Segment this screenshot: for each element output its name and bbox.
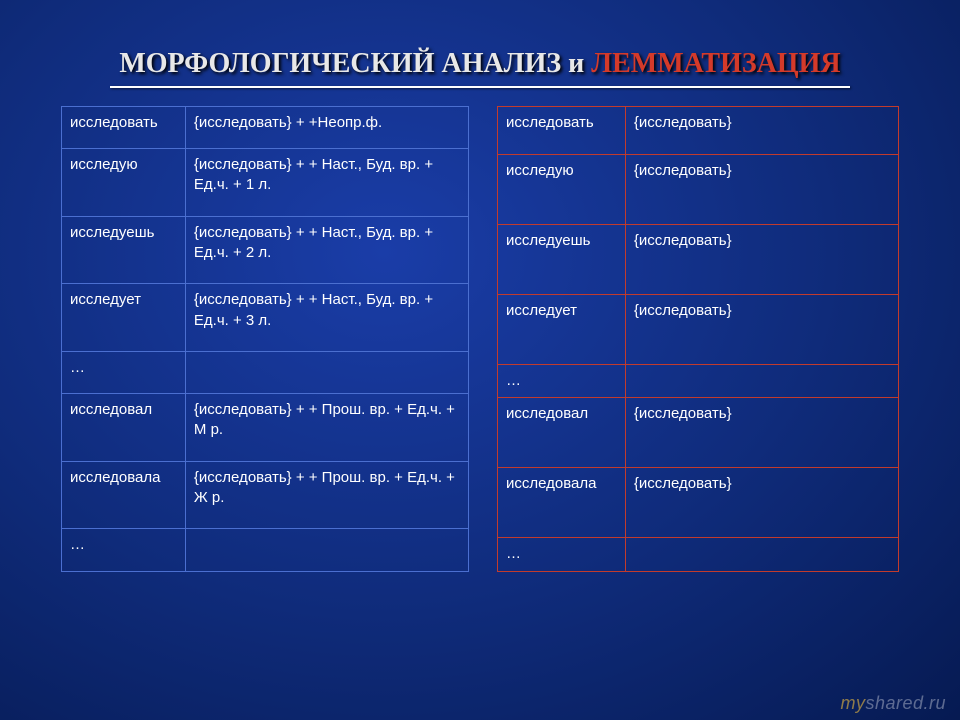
table-row: исследуешь{исследовать} + + Наст., Буд. … — [62, 216, 469, 284]
cell-lemma — [625, 365, 898, 398]
cell-word: исследуешь — [62, 216, 186, 284]
table-row: … — [498, 365, 899, 398]
cell-lemma: {исследовать} — [625, 107, 898, 155]
table-row: исследовать{исследовать} — [498, 107, 899, 155]
table-row: исследовала{исследовать} — [498, 468, 899, 538]
cell-word: исследую — [498, 155, 626, 225]
table-row: исследует{исследовать} — [498, 295, 899, 365]
slide-title: МОРФОЛОГИЧЕСКИЙ АНАЛИЗ и ЛЕММАТИЗАЦИЯ — [56, 48, 904, 80]
cell-word: исследовать — [62, 107, 186, 149]
morph-analysis-table: исследовать{исследовать} + +Неопр.ф. исс… — [61, 106, 469, 572]
cell-word: исследовать — [498, 107, 626, 155]
cell-word: исследуешь — [498, 225, 626, 295]
cell-analysis — [185, 352, 468, 394]
table-row: исследовала{исследовать} + + Прош. вр. +… — [62, 461, 469, 529]
cell-word: … — [498, 365, 626, 398]
title-part1: МОРФОЛОГИЧЕСКИЙ АНАЛИЗ и — [119, 48, 591, 79]
cell-word: исследует — [498, 295, 626, 365]
cell-lemma: {исследовать} — [625, 155, 898, 225]
morph-tbody: исследовать{исследовать} + +Неопр.ф. исс… — [62, 107, 469, 572]
cell-lemma: {исследовать} — [625, 225, 898, 295]
table-row: исследовал{исследовать} + + Прош. вр. + … — [62, 394, 469, 462]
watermark-prefix: my — [840, 693, 865, 713]
slide: МОРФОЛОГИЧЕСКИЙ АНАЛИЗ и ЛЕММАТИЗАЦИЯ ис… — [0, 0, 960, 592]
cell-lemma — [625, 538, 898, 571]
cell-word: исследует — [62, 284, 186, 352]
tables-wrap: исследовать{исследовать} + +Неопр.ф. исс… — [56, 106, 904, 572]
cell-word: … — [62, 529, 186, 571]
table-row: исследую{исследовать} + + Наст., Буд. вр… — [62, 149, 469, 217]
cell-lemma: {исследовать} — [625, 398, 898, 468]
table-row: исследуешь{исследовать} — [498, 225, 899, 295]
cell-analysis: {исследовать} + +Неопр.ф. — [185, 107, 468, 149]
cell-word: исследовал — [498, 398, 626, 468]
cell-word: исследовала — [62, 461, 186, 529]
table-row: … — [498, 538, 899, 571]
cell-word: … — [62, 352, 186, 394]
title-accent: ЛЕММАТИЗАЦИЯ — [591, 48, 840, 79]
table-row: исследовал{исследовать} — [498, 398, 899, 468]
table-row: … — [62, 529, 469, 571]
cell-analysis — [185, 529, 468, 571]
cell-word: исследовала — [498, 468, 626, 538]
cell-lemma: {исследовать} — [625, 295, 898, 365]
watermark-suffix: shared.ru — [865, 693, 946, 713]
lemmatization-table: исследовать{исследовать} исследую{исслед… — [497, 106, 899, 572]
cell-word: … — [498, 538, 626, 571]
cell-analysis: {исследовать} + + Прош. вр. + Ед.ч. + М … — [185, 394, 468, 462]
cell-word: исследовал — [62, 394, 186, 462]
table-row: исследует{исследовать} + + Наст., Буд. в… — [62, 284, 469, 352]
title-underline — [110, 86, 850, 88]
watermark: myshared.ru — [840, 693, 946, 714]
lemma-tbody: исследовать{исследовать} исследую{исслед… — [498, 107, 899, 572]
table-row: исследую{исследовать} — [498, 155, 899, 225]
table-row: … — [62, 352, 469, 394]
cell-word: исследую — [62, 149, 186, 217]
cell-analysis: {исследовать} + + Наст., Буд. вр. + Ед.ч… — [185, 284, 468, 352]
table-row: исследовать{исследовать} + +Неопр.ф. — [62, 107, 469, 149]
cell-analysis: {исследовать} + + Наст., Буд. вр. + Ед.ч… — [185, 216, 468, 284]
cell-analysis: {исследовать} + + Наст., Буд. вр. + Ед.ч… — [185, 149, 468, 217]
cell-analysis: {исследовать} + + Прош. вр. + Ед.ч. + Ж … — [185, 461, 468, 529]
cell-lemma: {исследовать} — [625, 468, 898, 538]
